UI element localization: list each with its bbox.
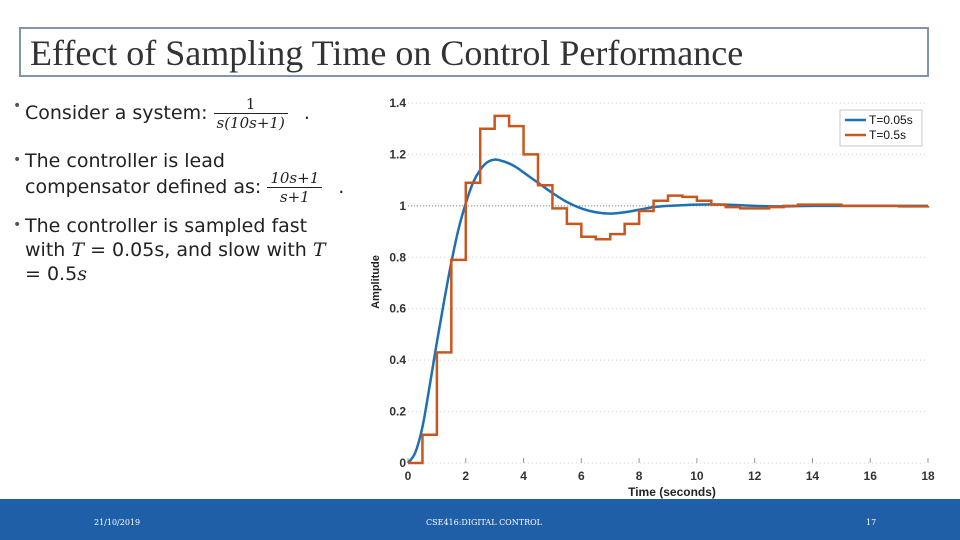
- series-line-2: [408, 114, 930, 465]
- bullet-3-line-2: with T = 0.05s, and slow with T: [13, 238, 358, 262]
- y-tick-label: 1.4: [389, 96, 406, 110]
- x-axis-label: Time (seconds): [628, 485, 716, 499]
- plant-transfer-function: 1 s(10s+1): [213, 95, 288, 132]
- plant-numerator: 1: [213, 95, 288, 114]
- axis-tick-labels: 0 0.2 0.4 0.6 0.8 1 1.2 1.4 0 2 4 6 8 10 12 14 16 18: [389, 96, 935, 483]
- x-tick-label: 16: [864, 469, 878, 483]
- y-axis-label: Amplitude: [370, 255, 382, 309]
- x-tick-label: 2: [462, 469, 469, 483]
- legend-label-2: T=0.5s: [869, 128, 906, 142]
- y-tick-label: 1.2: [389, 147, 406, 161]
- controller-numerator: 10s+1: [267, 169, 323, 188]
- bullet-dot-icon: •: [13, 98, 22, 114]
- controller-denominator: s+1: [279, 188, 310, 206]
- bullet-1: • Consider a system: 1 s(10s+1) .: [13, 95, 358, 139]
- slide-title: Effect of Sampling Time on Control Perfo…: [30, 33, 744, 73]
- footer-page-number: 17: [866, 518, 877, 527]
- chart-grid: [407, 102, 929, 464]
- bullet-3-T-fast: T: [71, 239, 85, 261]
- bullet-3: • The controller is sampled fast with T …: [13, 214, 358, 286]
- bullet-3-unit: s: [77, 263, 87, 285]
- bullet-2-period: .: [338, 176, 345, 198]
- y-tick-label: 0.6: [389, 302, 406, 316]
- legend-box: [839, 109, 923, 147]
- bullet-3-middle: = 0.05s, and slow with: [84, 239, 313, 261]
- footer-course: CSE416:DIGITAL CONTROL: [426, 518, 542, 527]
- chart-series: [406, 114, 930, 465]
- bullet-1-period: .: [303, 102, 310, 124]
- bullet-dot-icon: •: [13, 217, 22, 233]
- bullet-3-T-slow: T: [312, 239, 326, 261]
- bullet-1-text: Consider a system:: [25, 102, 208, 124]
- bullet-2-line-2-text: compensator defined as:: [25, 176, 262, 198]
- x-tick-label: 18: [921, 469, 935, 483]
- bullet-3-with: with: [25, 239, 72, 261]
- bullet-3-line-3: = 0.5s: [13, 262, 358, 286]
- bullet-list: • Consider a system: 1 s(10s+1) . • The co…: [13, 95, 358, 286]
- bullet-3-line-1: The controller is sampled fast: [25, 215, 308, 237]
- bullet-2-line-1: The controller is lead: [25, 150, 225, 172]
- y-tick-label: 0: [399, 456, 406, 470]
- x-tick-label: 8: [636, 469, 643, 483]
- x-tick-label: 12: [748, 469, 762, 483]
- bullet-3-value: = 0.5: [25, 263, 78, 285]
- x-tick-label: 10: [690, 469, 704, 483]
- title-box: Effect of Sampling Time on Control Perfo…: [19, 27, 929, 77]
- x-tick-label: 0: [405, 469, 412, 483]
- bullet-2: • The controller is lead compensator def…: [13, 149, 358, 206]
- controller-transfer-function: 10s+1 s+1: [267, 169, 323, 206]
- legend-label-1: T=0.05s: [869, 113, 913, 127]
- y-tick-label: 0.8: [389, 250, 406, 264]
- x-tick-label: 4: [520, 469, 527, 483]
- footer-bar: 21/10/2019 CSE416:DIGITAL CONTROL 17: [0, 499, 960, 540]
- plant-denominator: s(10s+1): [216, 114, 285, 132]
- y-tick-label: 0.2: [389, 405, 406, 419]
- y-tick-label: 1: [399, 199, 406, 213]
- bullet-dot-icon: •: [13, 152, 22, 168]
- footer-date: 21/10/2019: [94, 518, 141, 527]
- x-tick-label: 6: [578, 469, 585, 483]
- x-tick-label: 14: [806, 469, 820, 483]
- y-tick-label: 0.4: [389, 353, 406, 367]
- bullet-2-line-2: compensator defined as: 10s+1 s+1 .: [13, 169, 358, 206]
